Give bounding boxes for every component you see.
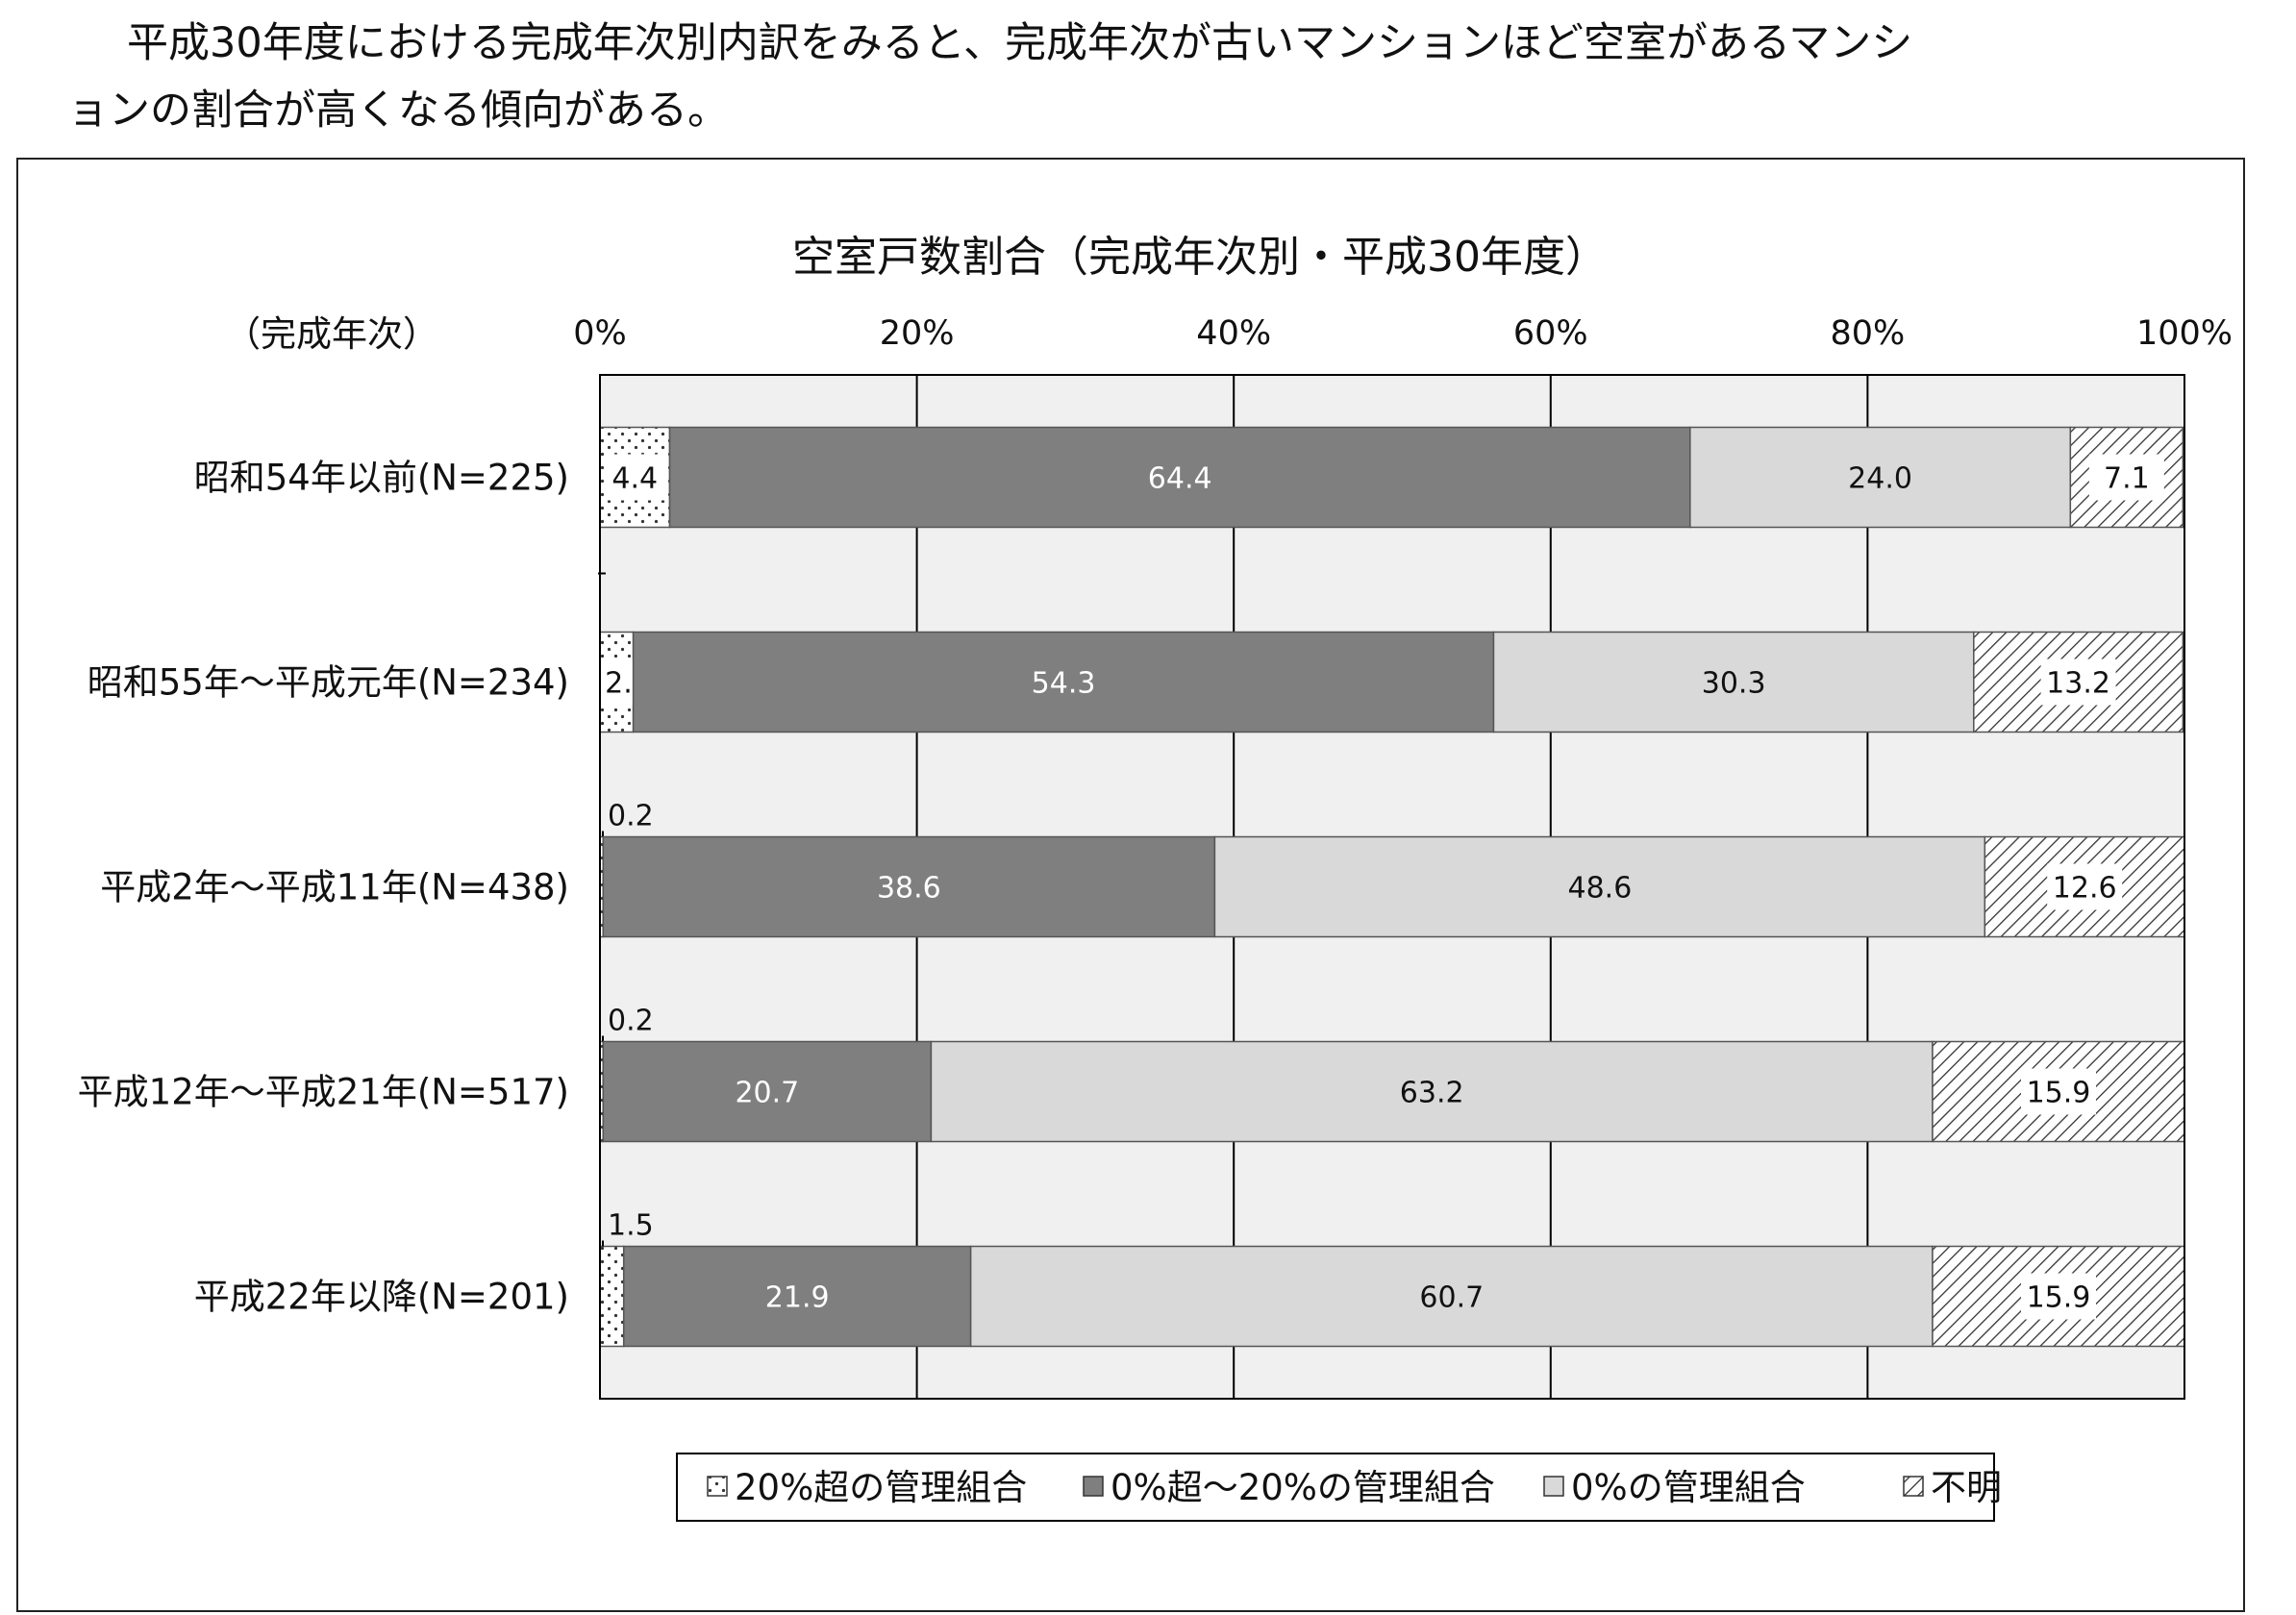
category-label: 平成2年～平成11年(N=438) xyxy=(100,867,569,908)
legend-label: 不明 xyxy=(1931,1467,2002,1508)
data-label: 64.4 xyxy=(1148,462,1212,496)
bar-segment xyxy=(632,631,1495,733)
x-tick-label: 80% xyxy=(1831,314,1906,353)
data-label: 54.3 xyxy=(1032,667,1096,701)
chart-title: 空室戸数割合（完成年次別・平成30年度） xyxy=(792,233,1608,282)
category-label: 平成12年～平成21年(N=517) xyxy=(78,1072,569,1113)
category-label: 昭和54年以前(N=225) xyxy=(194,458,569,499)
data-label: 1.5 xyxy=(608,1209,654,1243)
x-tick-label: 60% xyxy=(1513,314,1588,353)
data-label: 21.9 xyxy=(765,1281,830,1315)
legend-box xyxy=(676,1453,1995,1522)
legend: 20%超の管理組合 0%超～20%の管理組合 0%の管理組合 不明 xyxy=(676,1453,2002,1522)
bar-segment xyxy=(602,835,1216,938)
category-label: 平成22年以降(N=201) xyxy=(194,1277,569,1318)
data-label: 0.2 xyxy=(608,800,654,833)
bar-segment xyxy=(602,1040,933,1143)
bar-segment xyxy=(1492,631,1975,733)
chart-frame xyxy=(16,158,2245,1612)
x-tick-label: 0% xyxy=(573,314,627,353)
bar-segment xyxy=(599,1245,625,1348)
bar-segment xyxy=(2069,426,2184,529)
bar-segment xyxy=(930,1040,1934,1143)
data-label: 0.2 xyxy=(608,1005,654,1038)
intro-line-2: ョンの割合が高くなる傾向がある。 xyxy=(67,87,729,135)
data-label: 15.9 xyxy=(2027,1281,2091,1315)
data-label: 13.2 xyxy=(2046,667,2110,701)
x-tick-label: 100% xyxy=(2136,314,2233,353)
bar-segment xyxy=(1213,835,1986,938)
legend-label: 0%超～20%の管理組合 xyxy=(1111,1467,1495,1508)
x-tick-label: 20% xyxy=(880,314,955,353)
legend-swatch xyxy=(707,1476,728,1497)
data-label: 60.7 xyxy=(1419,1281,1484,1315)
data-label: 20.7 xyxy=(735,1077,799,1110)
data-label: 38.6 xyxy=(877,872,941,906)
data-label: 7.1 xyxy=(2104,462,2150,496)
data-label-box xyxy=(605,454,665,501)
legend-label: 20%超の管理組合 xyxy=(735,1467,1027,1508)
bar-segment xyxy=(668,426,1691,529)
data-label: 30.3 xyxy=(1702,667,1766,701)
category-label: 昭和55年～平成元年(N=234) xyxy=(87,662,569,704)
legend-swatch xyxy=(1543,1476,1564,1497)
data-label: 12.6 xyxy=(2053,872,2117,906)
data-label-box xyxy=(2020,1068,2096,1115)
data-label-box xyxy=(2088,454,2164,501)
data-label: 4.4 xyxy=(611,462,658,496)
x-tick-label: 40% xyxy=(1196,314,1271,353)
bar-segment xyxy=(1689,426,2072,529)
legend-label: 0%の管理組合 xyxy=(1571,1467,1806,1508)
data-label: 48.6 xyxy=(1567,872,1632,906)
category-axis-label: （完成年次） xyxy=(225,313,438,355)
data-label-box xyxy=(2047,863,2123,910)
plot-area: 0% 20% 40% 60% 80% 100% 昭和54年以前(N=225) 4.4 64.4 2… xyxy=(78,314,2233,1400)
bar-segment xyxy=(622,1245,972,1348)
bar-segment xyxy=(969,1245,1934,1348)
plot-border xyxy=(599,374,2185,1400)
data-label: 15.9 xyxy=(2027,1077,2091,1110)
legend-swatch xyxy=(1903,1476,1924,1497)
intro-text: 平成30年度における完成年次別内訳をみると、完成年次が古いマンションほど空室があ… xyxy=(67,10,2279,144)
intro-line-1: 平成30年度における完成年次別内訳をみると、完成年次が古いマンションほど空室があ… xyxy=(127,19,1913,67)
data-label-box xyxy=(2020,1273,2096,1320)
data-label: 24.0 xyxy=(1848,462,1912,496)
data-label-box xyxy=(2040,658,2116,706)
data-label: 63.2 xyxy=(1400,1077,1464,1110)
legend-swatch xyxy=(1083,1476,1104,1497)
